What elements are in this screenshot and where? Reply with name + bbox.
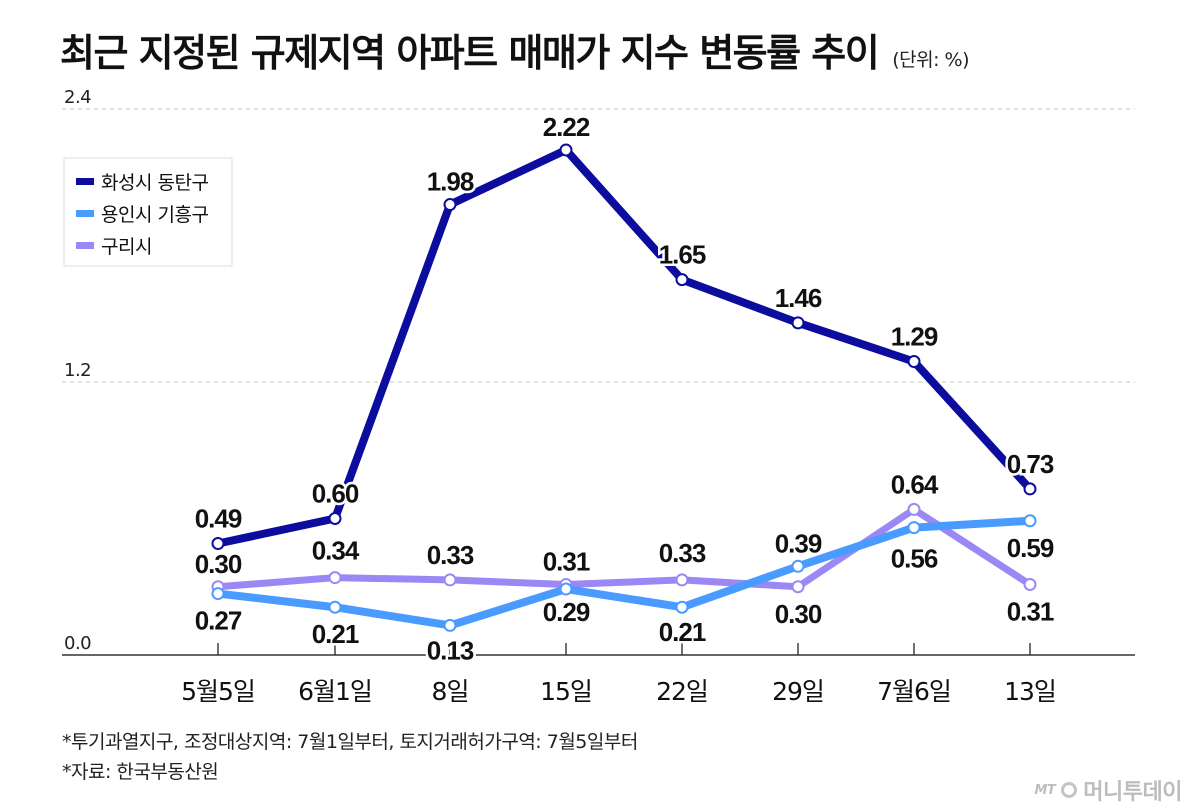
data-label-2: 0.39 — [775, 528, 822, 558]
data-point-1 — [211, 537, 225, 551]
x-tick-label: 8일 — [432, 677, 469, 706]
brand-circle-icon — [1061, 782, 1078, 798]
data-label-1: 1.65 — [659, 240, 706, 270]
legend-swatch-1 — [76, 178, 94, 185]
data-point-3 — [328, 571, 342, 585]
data-label-3: 0.30 — [195, 549, 242, 579]
data-point-1 — [1023, 482, 1037, 496]
data-point-3 — [675, 573, 689, 587]
x-tick-label: 13일 — [1004, 677, 1056, 706]
x-tick-label: 15일 — [540, 677, 592, 706]
data-point-1 — [907, 355, 921, 369]
series-line-2 — [214, 516, 1034, 630]
y-tick-label: 0.0 — [64, 633, 91, 654]
data-label-1: 0.60 — [312, 479, 359, 509]
data-label-1: 1.29 — [891, 322, 938, 352]
data-label-3: 0.64 — [891, 469, 939, 499]
data-label-2: 0.59 — [1007, 533, 1054, 563]
data-point-3 — [791, 580, 805, 594]
x-tick-label: 5월5일 — [181, 677, 255, 706]
data-point-2 — [328, 600, 342, 614]
data-point-2 — [1023, 514, 1037, 528]
data-label-1: 0.73 — [1007, 449, 1054, 479]
x-tick-label: 7월6일 — [877, 677, 951, 706]
data-point-2 — [791, 559, 805, 573]
data-label-1: 0.49 — [195, 504, 242, 534]
title-row: 최근 지정된 규제지역 아파트 매매가 지수 변동률 추이 (단위: %) — [60, 22, 970, 77]
data-label-3: 0.34 — [312, 536, 360, 566]
data-point-1 — [559, 143, 573, 157]
line-chart: 0.0 1.2 2.4 5월5일 6월1일 8일 15일 22일 29일 7월6일 13일 0.49 0… — [62, 87, 1135, 706]
x-tick-label: 22일 — [656, 677, 708, 706]
chart-title: 최근 지정된 규제지역 아파트 매매가 지수 변동률 추이 — [60, 31, 880, 75]
legend-label-2: 용인시 기흥구 — [101, 204, 208, 226]
data-point-2 — [675, 600, 689, 614]
y-tick-label: 1.2 — [64, 360, 91, 381]
data-point-2 — [443, 618, 457, 632]
data-label-2: 0.27 — [195, 606, 242, 636]
footnote-regulation: *투기과열지구, 조정대상지역: 7월1일부터, 토지거래허가구역: 7월5일부… — [62, 731, 638, 753]
data-point-3 — [907, 502, 921, 516]
legend-label-3: 구리시 — [101, 236, 152, 258]
series-line-3 — [214, 505, 1034, 591]
legend-label-1: 화성시 동탄구 — [101, 172, 208, 194]
data-label-3: 0.33 — [427, 540, 474, 570]
x-tick-label: 29일 — [772, 677, 824, 706]
legend-swatch-2 — [76, 210, 94, 217]
data-label-3: 0.31 — [543, 546, 590, 576]
data-label-1: 1.98 — [427, 167, 474, 197]
footnotes: *투기과열지구, 조정대상지역: 7월1일부터, 토지거래허가구역: 7월5일부… — [62, 727, 638, 787]
data-point-1 — [791, 316, 805, 330]
y-tick-label: 2.4 — [64, 87, 91, 108]
data-point-3 — [1023, 577, 1037, 591]
brand-name: 머니투데이 — [1083, 780, 1182, 805]
data-label-2: 0.13 — [427, 635, 474, 665]
data-label-2: 0.21 — [312, 619, 359, 649]
footnote-source: *자료: 한국부동산원 — [62, 761, 219, 783]
data-point-2 — [559, 582, 573, 596]
data-label-3: 0.31 — [1007, 596, 1054, 626]
data-point-1 — [328, 512, 342, 525]
brand-mark: MT — [1034, 782, 1056, 798]
data-point-1 — [675, 273, 689, 287]
data-point-2 — [907, 521, 921, 535]
series-line-1 — [214, 145, 1034, 548]
data-label-2: 0.56 — [891, 544, 938, 574]
unit-label: (단위: %) — [892, 49, 970, 71]
data-label-1: 1.46 — [775, 283, 822, 313]
data-point-1 — [443, 198, 457, 212]
data-label-2: 0.29 — [543, 597, 590, 627]
legend-swatch-3 — [76, 242, 94, 249]
x-tick-label: 6월1일 — [298, 677, 372, 706]
data-label-3: 0.30 — [775, 599, 822, 629]
data-point-3 — [443, 573, 457, 587]
data-point-2 — [211, 587, 225, 601]
data-label-2: 0.21 — [659, 617, 706, 647]
data-label-3: 0.33 — [659, 538, 706, 568]
brand-logo: MT 머니투데이 — [1034, 774, 1182, 806]
data-label-1: 2.22 — [543, 112, 590, 142]
